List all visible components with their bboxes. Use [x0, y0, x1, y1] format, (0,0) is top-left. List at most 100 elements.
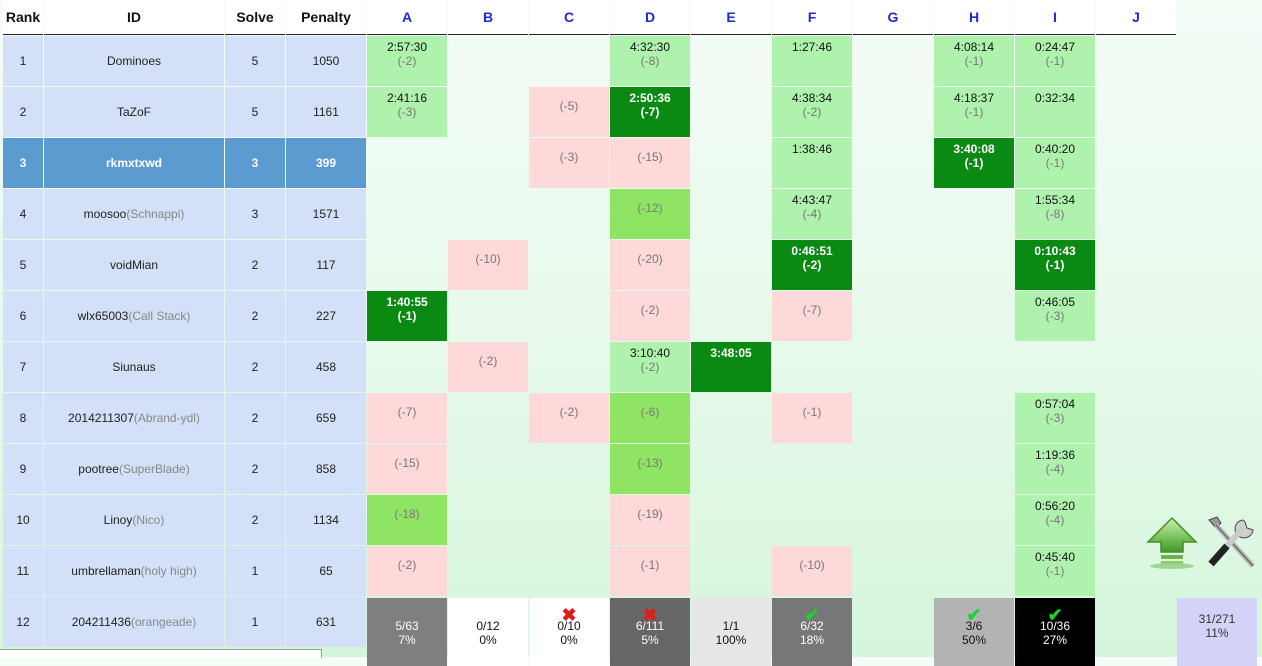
- header-problem-h[interactable]: H: [934, 0, 1014, 35]
- header-id[interactable]: ID: [44, 0, 224, 35]
- row-id-cell[interactable]: 204211436 (orangeade): [44, 597, 224, 647]
- stat-percent: 7%: [398, 633, 416, 647]
- row-solve-cell: 2: [225, 444, 285, 494]
- user-name[interactable]: wlx65003: [77, 309, 129, 323]
- problem-cell[interactable]: (-18): [367, 495, 447, 545]
- stat-ratio: 3/6: [965, 619, 983, 633]
- problem-cell[interactable]: 2:41:16 (-3): [367, 87, 447, 137]
- problem-cell[interactable]: (-10): [772, 546, 852, 596]
- header-problem-d[interactable]: D: [610, 0, 690, 35]
- user-name[interactable]: Siunaus: [112, 360, 156, 374]
- row-id-cell[interactable]: 2014211307 (Abrand-ydl): [44, 393, 224, 443]
- problem-cell[interactable]: (-13): [610, 444, 690, 494]
- header-problem-e[interactable]: E: [691, 0, 771, 35]
- problem-cell[interactable]: 2:57:30 (-2): [367, 36, 447, 86]
- solve-time: 4:08:14: [953, 40, 995, 54]
- header-problem-b[interactable]: B: [448, 0, 528, 35]
- header-problem-a[interactable]: A: [367, 0, 447, 35]
- problem-cell[interactable]: (-5): [529, 87, 609, 137]
- attempt-count: (-2): [802, 105, 822, 119]
- problem-cell[interactable]: 3:48:05: [691, 342, 771, 392]
- problem-cell[interactable]: 1:38:46: [772, 138, 852, 188]
- problem-cell[interactable]: 0:56:20 (-4): [1015, 495, 1095, 545]
- problem-cell[interactable]: (-7): [367, 393, 447, 443]
- problem-cell[interactable]: (-7): [772, 291, 852, 341]
- row-solve-cell: 1: [225, 597, 285, 647]
- problem-cell[interactable]: (-20): [610, 240, 690, 290]
- problem-cell[interactable]: 1:55:34 (-8): [1015, 189, 1095, 239]
- problem-cell[interactable]: (-3): [529, 138, 609, 188]
- problem-cell[interactable]: (-15): [610, 138, 690, 188]
- problem-cell[interactable]: 0:46:05 (-3): [1015, 291, 1095, 341]
- row-id-cell[interactable]: voidMian: [44, 240, 224, 290]
- header-problem-g[interactable]: G: [853, 0, 933, 35]
- user-name[interactable]: pootree: [78, 462, 119, 476]
- problem-cell[interactable]: 1:40:55 (-1): [367, 291, 447, 341]
- problem-cell[interactable]: 3:10:40 (-2): [610, 342, 690, 392]
- problem-cell[interactable]: 2:50:36 (-7): [610, 87, 690, 137]
- user-name[interactable]: Dominoes: [106, 54, 162, 68]
- problem-cell[interactable]: (-2): [529, 393, 609, 443]
- problem-cell[interactable]: 0:10:43 (-1): [1015, 240, 1095, 290]
- attempt-count: (-4): [802, 207, 822, 221]
- problem-cell[interactable]: 4:32:30 (-8): [610, 36, 690, 86]
- team-name: (Call Stack): [128, 309, 191, 323]
- row-id-cell[interactable]: umbrellaman (holy high): [44, 546, 224, 596]
- attempt-count: (-8): [640, 54, 660, 68]
- problem-cell[interactable]: (-15): [367, 444, 447, 494]
- user-name[interactable]: Linoy: [103, 513, 133, 527]
- user-name[interactable]: moosoo: [83, 207, 127, 221]
- header-problem-f[interactable]: F: [772, 0, 852, 35]
- up-arrow-icon[interactable]: [1146, 516, 1198, 570]
- problem-cell[interactable]: 4:08:14 (-1): [934, 36, 1014, 86]
- problem-cell[interactable]: 0:32:34: [1015, 87, 1095, 137]
- row-solve-cell: 2: [225, 342, 285, 392]
- header-problem-c[interactable]: C: [529, 0, 609, 35]
- problem-cell[interactable]: 3:40:08 (-1): [934, 138, 1014, 188]
- problem-cell[interactable]: 4:43:47 (-4): [772, 189, 852, 239]
- problem-cell[interactable]: 0:57:04 (-3): [1015, 393, 1095, 443]
- row-id-cell[interactable]: TaZoF: [44, 87, 224, 137]
- problem-cell[interactable]: (-1): [610, 546, 690, 596]
- user-name[interactable]: 2014211307: [68, 411, 134, 425]
- problem-cell[interactable]: (-19): [610, 495, 690, 545]
- problem-stat-cell: 5/63 7%: [367, 598, 447, 666]
- problem-cell[interactable]: 1:19:36 (-4): [1015, 444, 1095, 494]
- user-name[interactable]: umbrellaman: [71, 564, 141, 578]
- problem-cell[interactable]: 0:45:40 (-1): [1015, 546, 1095, 596]
- header-problem-j[interactable]: J: [1096, 0, 1176, 35]
- problem-cell[interactable]: (-6): [610, 393, 690, 443]
- row-id-cell[interactable]: Siunaus: [44, 342, 224, 392]
- row-id-cell[interactable]: pootree (SuperBlade): [44, 444, 224, 494]
- header-problem-i[interactable]: I: [1015, 0, 1095, 35]
- problem-cell[interactable]: 0:24:47 (-1): [1015, 36, 1095, 86]
- row-id-cell[interactable]: Linoy (Nico): [44, 495, 224, 545]
- user-name[interactable]: rkmxtxwd: [105, 156, 163, 170]
- problem-cell[interactable]: (-12): [610, 189, 690, 239]
- tools-icon[interactable]: [1203, 514, 1261, 574]
- problem-cell[interactable]: 0:46:51 (-2): [772, 240, 852, 290]
- problem-cell[interactable]: (-1): [772, 393, 852, 443]
- problem-cell[interactable]: 1:27:46: [772, 36, 852, 86]
- user-name[interactable]: TaZoF: [116, 105, 151, 119]
- header-penalty[interactable]: Penalty: [286, 0, 366, 35]
- problem-cell[interactable]: (-10): [448, 240, 528, 290]
- user-name[interactable]: 204211436: [71, 615, 131, 629]
- problem-cell[interactable]: 0:40:20 (-1): [1015, 138, 1095, 188]
- row-id-cell[interactable]: moosoo (Schnappi): [44, 189, 224, 239]
- problem-cell[interactable]: (-2): [448, 342, 528, 392]
- row-id-cell[interactable]: rkmxtxwd: [44, 138, 224, 188]
- row-id-cell[interactable]: wlx65003 (Call Stack): [44, 291, 224, 341]
- user-name[interactable]: voidMian: [109, 258, 159, 272]
- problem-cell[interactable]: (-2): [367, 546, 447, 596]
- header-rank[interactable]: Rank: [3, 0, 43, 35]
- attempt-count: (-1): [1045, 156, 1065, 170]
- header-solve[interactable]: Solve: [225, 0, 285, 35]
- attempt-count: (-4): [1045, 513, 1065, 527]
- problem-cell[interactable]: 4:18:37 (-1): [934, 87, 1014, 137]
- attempt-count: (-7): [640, 105, 660, 119]
- problem-cell[interactable]: (-2): [610, 291, 690, 341]
- problem-cell[interactable]: 4:38:34 (-2): [772, 87, 852, 137]
- row-id-cell[interactable]: Dominoes: [44, 36, 224, 86]
- stat-ratio: 6/32: [800, 619, 824, 633]
